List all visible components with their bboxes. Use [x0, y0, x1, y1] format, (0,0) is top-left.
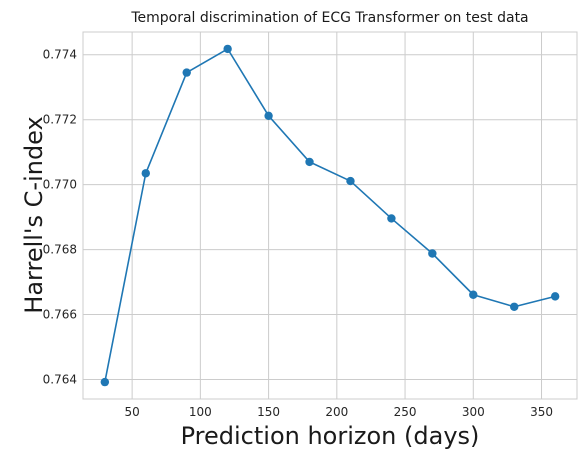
data-point — [346, 176, 355, 186]
y-tick-label: 0.764 — [43, 373, 77, 387]
data-series — [100, 44, 560, 387]
series-line — [104, 48, 556, 383]
data-point — [428, 249, 437, 258]
data-point — [141, 169, 150, 178]
y-axis-label: Harrell's C-index — [20, 116, 48, 313]
data-point — [387, 214, 396, 223]
y-axis-ticks: 0.764 0.766 0.768 0.770 0.772 0.774 — [43, 48, 77, 387]
data-point — [305, 157, 314, 167]
x-tick-label: 200 — [325, 405, 348, 419]
x-tick-label: 100 — [189, 405, 212, 419]
data-point — [100, 377, 110, 387]
chart-title: Temporal discrimination of ECG Transform… — [130, 10, 528, 26]
y-tick-label: 0.766 — [43, 308, 77, 322]
grid-lines — [83, 32, 577, 399]
x-axis-ticks: 50 100 150 200 250 300 350 — [124, 405, 552, 419]
y-tick-label: 0.772 — [43, 113, 77, 127]
y-tick-label: 0.770 — [43, 178, 77, 192]
y-tick-label: 0.768 — [43, 243, 77, 257]
data-point — [550, 292, 560, 301]
x-axis-label: Prediction horizon (days) — [181, 422, 480, 450]
x-tick-label: 300 — [462, 405, 485, 419]
data-point — [510, 302, 519, 311]
plot-area — [82, 31, 578, 400]
data-point — [223, 44, 232, 54]
data-point — [469, 290, 478, 299]
x-tick-label: 150 — [257, 405, 280, 419]
x-tick-label: 50 — [124, 405, 139, 419]
data-point — [182, 68, 191, 77]
x-tick-label: 250 — [394, 405, 417, 419]
y-tick-label: 0.774 — [43, 48, 77, 62]
x-tick-label: 350 — [530, 405, 553, 419]
data-point — [264, 111, 273, 120]
